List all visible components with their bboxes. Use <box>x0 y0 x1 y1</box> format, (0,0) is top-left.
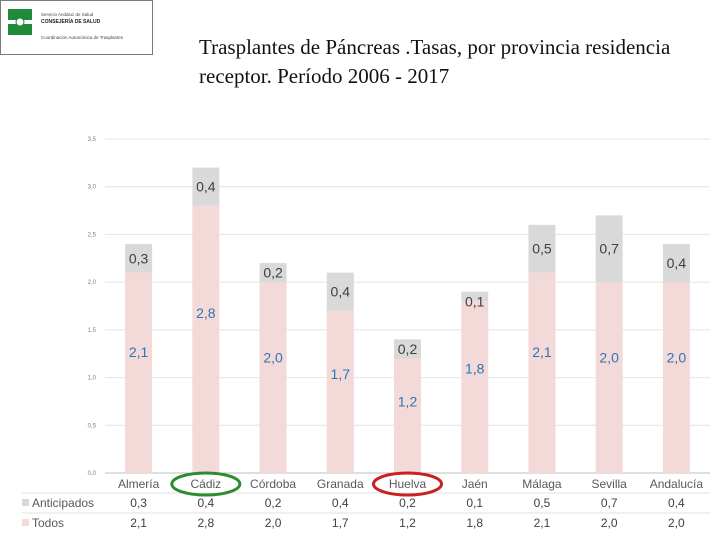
bar-anticipados <box>461 291 489 302</box>
highlight-ellipse <box>170 471 242 497</box>
data-label-anticipados: 0,4 <box>667 255 687 271</box>
junta-emblem-icon <box>8 9 32 35</box>
bar-todos <box>528 272 556 473</box>
data-label-todos: 2,0 <box>599 349 619 365</box>
table-cell-todos: 2,0 <box>601 516 618 530</box>
bar-todos <box>595 282 623 473</box>
data-label-todos: 2,8 <box>196 305 216 321</box>
legend-swatch-todos <box>22 519 29 526</box>
x-tick-label: Almería <box>118 477 160 491</box>
y-tick-label: 2,0 <box>88 280 97 286</box>
data-label-anticipados: 0,4 <box>331 284 351 300</box>
x-tick-label: Granada <box>317 477 364 491</box>
table-cell-todos: 2,1 <box>534 516 551 530</box>
data-label-todos: 1,2 <box>398 394 418 410</box>
x-tick-label: Andalucía <box>650 477 704 491</box>
table-cell-todos: 2,0 <box>265 516 282 530</box>
bar-anticipados <box>125 243 153 273</box>
x-tick-label: Sevilla <box>591 477 627 491</box>
table-cell-todos: 2,8 <box>197 516 214 530</box>
table-cell-anticipados: 0,2 <box>399 496 416 510</box>
y-tick-label: 1,0 <box>88 376 97 382</box>
legend-label-anticipados: Anticipados <box>32 496 94 510</box>
x-tick-label: Córdoba <box>250 477 296 491</box>
bar-anticipados <box>595 215 623 283</box>
highlight-ellipse <box>372 471 443 497</box>
legend-swatch-anticipados <box>22 499 29 506</box>
x-tick-label: Málaga <box>522 477 562 491</box>
data-label-anticipados: 0,3 <box>129 250 149 266</box>
table-cell-todos: 1,2 <box>399 516 416 530</box>
bar-todos <box>192 205 220 474</box>
table-cell-anticipados: 0,4 <box>668 496 685 510</box>
data-label-todos: 2,1 <box>129 344 149 360</box>
bar-anticipados <box>662 243 690 283</box>
data-label-anticipados: 0,4 <box>196 179 216 195</box>
y-tick-label: 1,5 <box>88 328 97 334</box>
x-tick-label: Cádiz <box>190 477 221 491</box>
table-cell-anticipados: 0,3 <box>130 496 147 510</box>
table-cell-anticipados: 0,4 <box>332 496 349 510</box>
data-label-todos: 2,0 <box>263 349 283 365</box>
y-tick-label: 0,5 <box>88 423 97 429</box>
y-tick-label: 3,0 <box>88 185 97 191</box>
y-tick-label: 2,5 <box>88 232 97 238</box>
x-tick-label: Huelva <box>389 477 427 491</box>
data-label-anticipados: 0,5 <box>532 241 552 257</box>
bar-todos <box>394 358 421 473</box>
logo-line-1: Servicio Andaluz de Salud <box>41 12 94 17</box>
table-cell-anticipados: 0,5 <box>534 496 551 510</box>
bar-todos <box>461 301 489 473</box>
logo-box: Servicio Andaluz de Salud CONSEJERÍA DE … <box>0 0 153 55</box>
table-cell-anticipados: 0,7 <box>601 496 618 510</box>
y-tick-label: 3,5 <box>88 137 97 143</box>
data-label-anticipados: 0,2 <box>398 341 418 357</box>
table-cell-anticipados: 0,1 <box>466 496 483 510</box>
bar-anticipados <box>192 167 220 206</box>
table-cell-anticipados: 0,4 <box>197 496 214 510</box>
bar-todos <box>662 282 690 473</box>
bar-anticipados <box>528 224 556 273</box>
logo-line-3: Coordinación Autonómica de Trasplantes <box>41 35 124 40</box>
table-cell-todos: 1,8 <box>466 516 483 530</box>
legend-label-todos: Todos <box>32 516 64 530</box>
bar-todos <box>125 272 153 473</box>
bar-anticipados <box>394 339 421 359</box>
table-cell-todos: 2,0 <box>668 516 685 530</box>
bar-todos <box>326 310 354 473</box>
data-label-todos: 1,7 <box>331 366 351 382</box>
logo-line-2: CONSEJERÍA DE SALUD <box>41 19 101 25</box>
data-label-todos: 2,1 <box>532 344 552 360</box>
x-tick-label: Jaén <box>462 477 488 491</box>
bar-todos <box>259 282 287 473</box>
bar-anticipados <box>326 272 354 311</box>
bar-anticipados <box>259 263 287 283</box>
table-cell-todos: 1,7 <box>332 516 349 530</box>
data-label-anticipados: 0,7 <box>599 241 619 257</box>
data-label-todos: 2,0 <box>667 349 687 365</box>
y-tick-label: 0,0 <box>88 471 97 477</box>
table-cell-anticipados: 0,2 <box>265 496 282 510</box>
data-label-anticipados: 0,1 <box>465 294 485 310</box>
page-title: Trasplantes de Páncreas .Tasas, por prov… <box>199 35 671 88</box>
data-label-todos: 1,8 <box>465 360 485 376</box>
data-label-anticipados: 0,2 <box>263 265 283 281</box>
table-cell-todos: 2,1 <box>130 516 147 530</box>
